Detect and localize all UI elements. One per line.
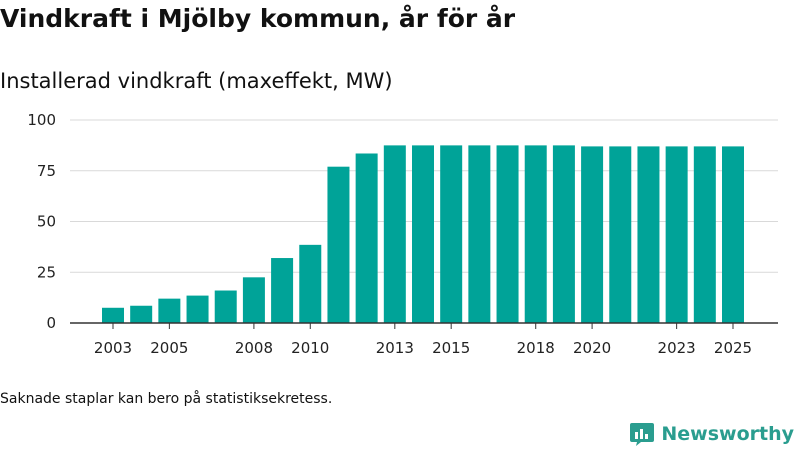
- bar-2013: [383, 145, 406, 323]
- x-tick-label: 2015: [432, 339, 470, 357]
- y-tick-label: 100: [27, 111, 56, 129]
- y-axis-labels: 0 25 50 75 100: [27, 111, 56, 332]
- chart-title: Vindkraft i Mjölby kommun, år för år: [0, 4, 516, 33]
- bar-2011: [327, 166, 350, 323]
- footnote: Saknade staplar kan bero på statistiksek…: [0, 391, 333, 407]
- x-tick-label: 2008: [235, 339, 273, 357]
- bar-2021: [609, 146, 632, 323]
- bar-2012: [355, 153, 378, 323]
- y-tick-label: 25: [37, 263, 56, 281]
- bar-2008: [242, 277, 265, 323]
- bar-2010: [299, 244, 322, 323]
- brand-logo: Newsworthy: [629, 420, 794, 448]
- bar-2014: [412, 145, 434, 323]
- bar-2007: [214, 290, 237, 323]
- bars: [102, 145, 744, 323]
- chart-subtitle: Installerad vindkraft (maxeffekt, MW): [0, 69, 393, 93]
- x-tick-label: 2018: [517, 339, 555, 357]
- y-tick-label: 75: [37, 162, 56, 180]
- y-tick-label: 50: [37, 213, 56, 231]
- x-axis-ticks: 2003 2005 2008 2010 2013 2015 2018 2020 2023 2025: [94, 323, 752, 357]
- bar-2025: [722, 146, 744, 323]
- x-tick-label: 2005: [150, 339, 188, 357]
- bar-2020: [581, 146, 604, 323]
- newsworthy-logo-icon: [630, 423, 655, 446]
- bar-2006: [186, 295, 209, 323]
- bar-2023: [665, 146, 688, 323]
- bar-2022: [637, 146, 660, 323]
- x-tick-label: 2023: [658, 339, 696, 357]
- bar-2015: [440, 145, 463, 323]
- bar-2019: [552, 145, 575, 323]
- bar-2024: [693, 146, 716, 323]
- x-tick-label: 2025: [714, 339, 752, 357]
- bar-2018: [524, 145, 547, 323]
- x-tick-label: 2010: [291, 339, 329, 357]
- bar-2005: [158, 298, 181, 323]
- bar-2003: [102, 307, 124, 323]
- brand-name: Newsworthy: [661, 423, 794, 445]
- bar-2016: [468, 145, 491, 323]
- y-tick-label: 0: [46, 314, 56, 332]
- x-tick-label: 2020: [573, 339, 611, 357]
- bar-2004: [130, 305, 153, 323]
- bar-2017: [496, 145, 519, 323]
- x-tick-label: 2003: [94, 339, 132, 357]
- bar-2009: [271, 258, 294, 323]
- x-tick-label: 2013: [376, 339, 414, 357]
